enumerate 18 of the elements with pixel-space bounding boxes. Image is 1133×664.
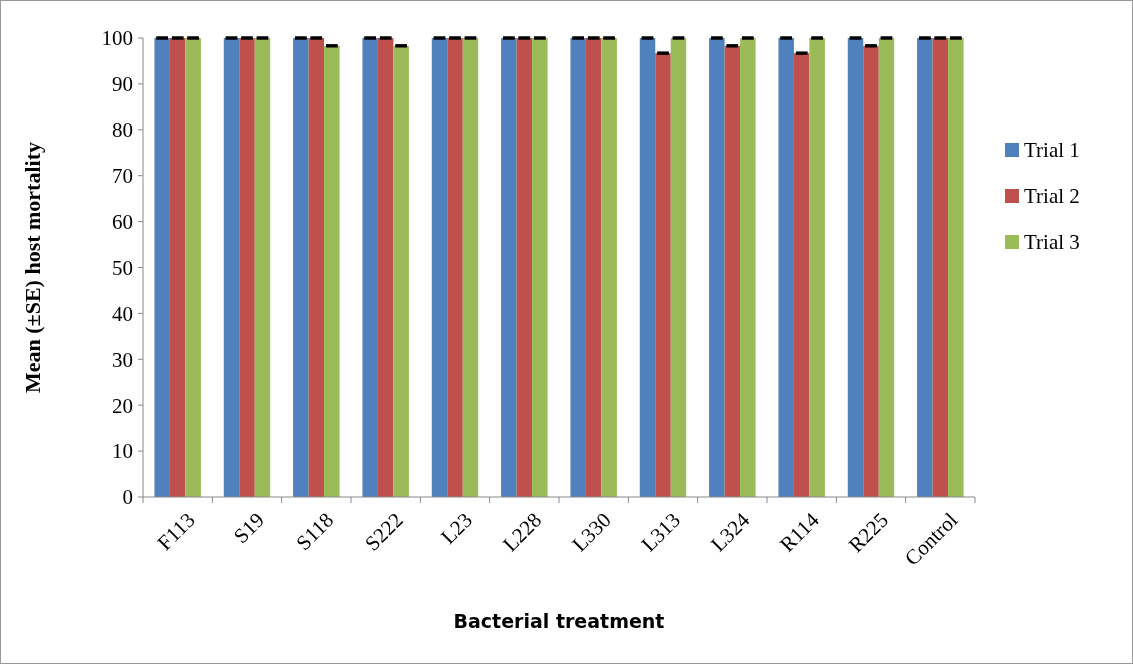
y-tick-label: 20 [112, 393, 133, 418]
y-tick-label: 50 [112, 255, 133, 280]
legend-label: Trial 2 [1024, 184, 1080, 209]
y-axis-title: Mean (±SE) host mortality [20, 142, 45, 393]
y-tick-label: 40 [112, 301, 133, 326]
x-axis-title: Bacterial treatment [453, 610, 665, 632]
x-tick-label: L23 [436, 507, 477, 549]
y-tick-label: 10 [112, 439, 133, 464]
y-tick-label: 0 [122, 485, 133, 510]
y-tick-label: 60 [112, 209, 133, 234]
y-tick-label: 100 [101, 26, 133, 51]
x-tick-label: S19 [228, 507, 269, 549]
y-tick-label: 80 [112, 118, 133, 143]
y-tick-label: 30 [112, 347, 133, 372]
y-tick-label: 90 [112, 72, 133, 97]
legend-label: Trial 1 [1024, 138, 1080, 163]
legend-label: Trial 3 [1024, 230, 1080, 255]
y-tick-label: 70 [112, 164, 133, 189]
